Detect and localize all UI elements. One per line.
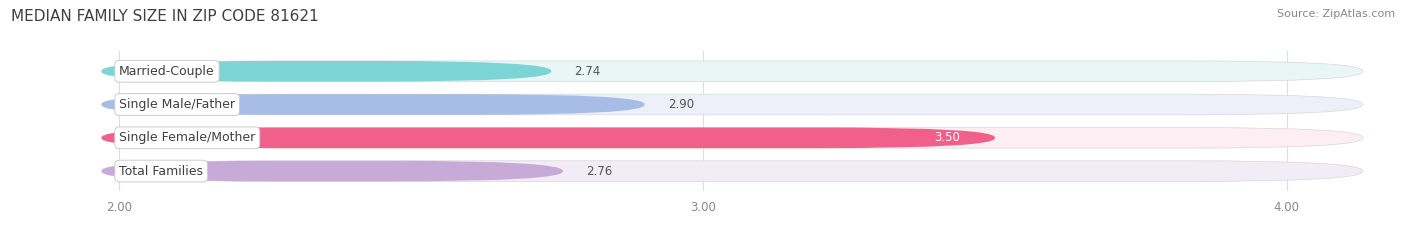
Text: Single Female/Mother: Single Female/Mother bbox=[120, 131, 256, 144]
Text: Source: ZipAtlas.com: Source: ZipAtlas.com bbox=[1277, 9, 1395, 19]
Text: 2.74: 2.74 bbox=[575, 65, 600, 78]
Text: Married-Couple: Married-Couple bbox=[120, 65, 215, 78]
FancyBboxPatch shape bbox=[101, 161, 1362, 182]
Text: 2.90: 2.90 bbox=[668, 98, 695, 111]
FancyBboxPatch shape bbox=[101, 94, 1362, 115]
Text: Total Families: Total Families bbox=[120, 164, 202, 178]
FancyBboxPatch shape bbox=[101, 94, 644, 115]
Text: 3.50: 3.50 bbox=[934, 131, 960, 144]
Text: Single Male/Father: Single Male/Father bbox=[120, 98, 235, 111]
FancyBboxPatch shape bbox=[101, 61, 1362, 82]
Text: MEDIAN FAMILY SIZE IN ZIP CODE 81621: MEDIAN FAMILY SIZE IN ZIP CODE 81621 bbox=[11, 9, 319, 24]
FancyBboxPatch shape bbox=[101, 127, 995, 148]
FancyBboxPatch shape bbox=[101, 161, 562, 182]
Text: 2.76: 2.76 bbox=[586, 164, 613, 178]
FancyBboxPatch shape bbox=[101, 61, 551, 82]
FancyBboxPatch shape bbox=[101, 127, 1362, 148]
